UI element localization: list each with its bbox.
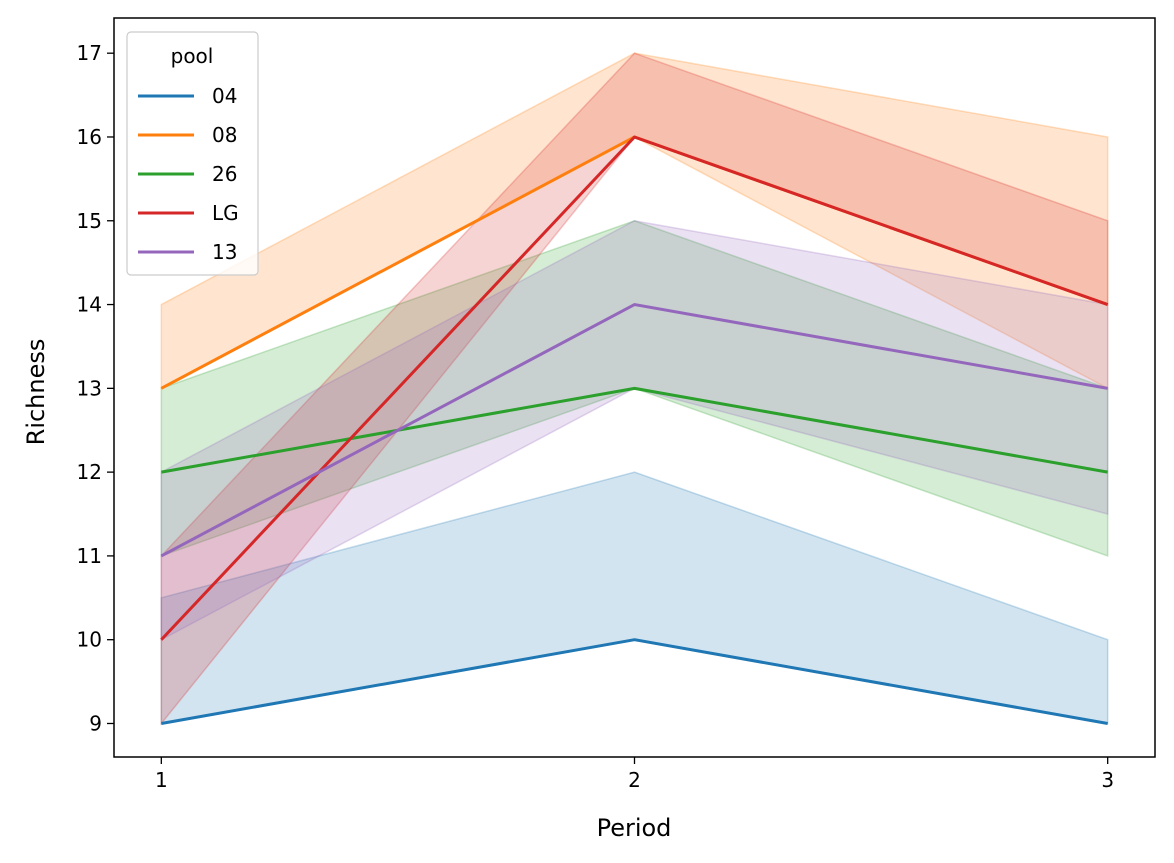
x-axis-ticks: 1 2 3: [155, 757, 1114, 792]
x-tick-label: 1: [155, 768, 168, 792]
legend-label-08: 08: [212, 123, 237, 147]
y-tick-label: 11: [77, 544, 102, 568]
legend: pool 04 08 26 LG 13: [126, 31, 259, 276]
legend-label-26: 26: [212, 162, 237, 186]
y-axis-label: Richness: [22, 339, 50, 446]
legend-box: [126, 31, 259, 276]
y-tick-label: 17: [77, 41, 102, 65]
y-tick-label: 13: [77, 376, 102, 400]
x-axis-label: Period: [597, 814, 672, 842]
y-axis-ticks: 9 10 11 12 13 14 15 16 17: [77, 41, 114, 735]
series-lines: [160, 135, 1109, 725]
x-tick-label: 2: [628, 768, 641, 792]
legend-label-13: 13: [212, 240, 237, 264]
y-tick-label: 16: [77, 125, 102, 149]
y-tick-label: 14: [77, 293, 102, 317]
y-tick-label: 15: [77, 209, 102, 233]
y-tick-label: 9: [89, 711, 102, 735]
y-tick-label: 12: [77, 460, 102, 484]
line-series-26: [161, 386, 1108, 474]
line-series-04: [161, 638, 1108, 725]
legend-label-04: 04: [212, 84, 237, 108]
legend-title: pool: [171, 44, 214, 68]
line-series-13: [160, 303, 1108, 558]
x-tick-label: 3: [1101, 768, 1114, 792]
legend-items: 04 08 26 LG 13: [138, 84, 239, 264]
legend-label-LG: LG: [212, 201, 239, 225]
y-tick-label: 10: [77, 628, 102, 652]
